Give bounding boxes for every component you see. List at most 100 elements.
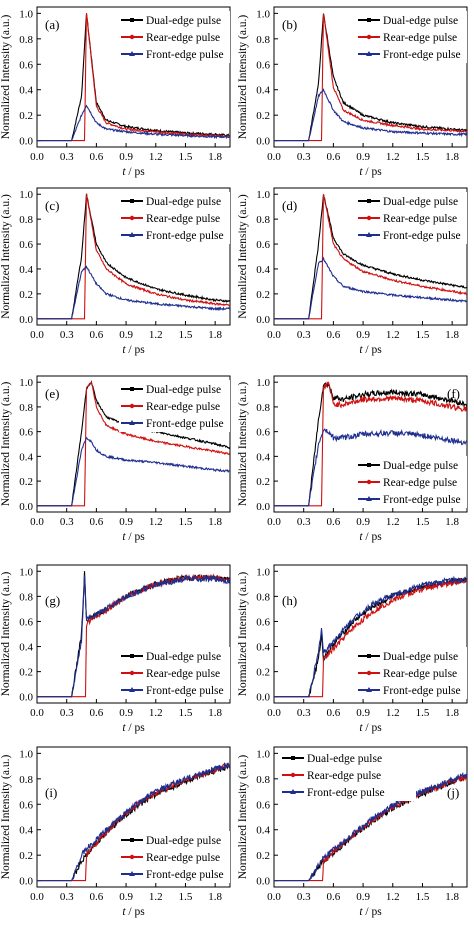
legend-label: Dual-edge pulse <box>146 15 221 27</box>
x-tick-label: 0.0 <box>30 329 44 341</box>
x-tick-label: 0.9 <box>356 891 370 903</box>
legend-label: Front-edge pulse <box>383 494 461 506</box>
x-tick-label: 0.3 <box>60 516 74 528</box>
x-tick-label: 1.2 <box>386 891 400 903</box>
x-tick-label: 1.2 <box>386 151 400 163</box>
legend-marker <box>290 772 296 778</box>
x-tick-label: 1.5 <box>416 891 430 903</box>
chart-panel: 0.0 0.3 0.6 0.9 1.2 1.5 1.8 0.0 0.2 0.4 0.6 0.8 1.0 t… <box>0 746 231 918</box>
y-axis-label: Normalized Intensity (a.u.) <box>237 382 249 507</box>
x-axis-label: t / ps <box>359 906 382 918</box>
plot-frame <box>273 746 468 888</box>
legend-marker <box>291 756 295 760</box>
y-tick-label: 0.8 <box>256 774 270 786</box>
y-tick-label: 1.0 <box>19 377 33 389</box>
x-tick-label: 0.3 <box>297 891 311 903</box>
panel-label: (d) <box>282 198 297 213</box>
legend-marker <box>366 34 372 40</box>
y-tick-label: 0.0 <box>256 876 270 888</box>
x-tick-label: 0.6 <box>90 516 104 528</box>
y-tick-label: 0.0 <box>19 501 33 513</box>
legend-marker <box>290 789 296 794</box>
series-line <box>37 436 230 507</box>
y-tick-label: 0.4 <box>256 642 270 654</box>
y-axis-label: Normalized Intensity (a.u.) <box>0 15 12 140</box>
legend: Dual-edge pulse Rear-edge pulse Front-edge… <box>119 192 230 244</box>
x-tick-label: 1.5 <box>179 151 193 163</box>
chart-panel: 0.0 0.3 0.6 0.9 1.2 1.5 1.8 0.0 0.2 0.4 0.6 0.8 1.0 t… <box>0 6 231 178</box>
legend-marker <box>366 496 372 501</box>
y-tick-label: 0.4 <box>19 85 33 97</box>
legend-marker <box>366 687 372 692</box>
y-tick-label: 0.2 <box>256 110 270 122</box>
x-axis-label: t / ps <box>122 906 145 918</box>
y-tick-label: 0.6 <box>256 799 270 811</box>
legend-label: Rear-edge pulse <box>383 32 457 44</box>
legend-marker <box>129 232 135 237</box>
x-tick-label: 0.0 <box>267 891 281 903</box>
plot-frame <box>273 564 468 704</box>
x-tick-label: 1.8 <box>208 329 222 341</box>
x-axis-label: t / ps <box>359 531 382 543</box>
legend-marker <box>129 403 135 409</box>
legend-marker <box>129 670 135 676</box>
y-tick-label: 0.0 <box>256 501 270 513</box>
legend-label: Dual-edge pulse <box>146 651 221 663</box>
legend-marker <box>129 420 135 425</box>
x-tick-label: 0.3 <box>60 329 74 341</box>
x-tick-label: 0.6 <box>327 516 341 528</box>
y-tick-label: 0.6 <box>256 239 270 251</box>
x-tick-label: 0.9 <box>356 329 370 341</box>
x-tick-label: 1.8 <box>445 891 459 903</box>
chart-panel: 0.0 0.3 0.6 0.9 1.2 1.5 1.8 0.0 0.2 0.4 0.6 0.8 1.0 t… <box>0 187 231 356</box>
y-axis-label: Normalized Intensity (a.u.) <box>0 572 12 697</box>
y-axis-label: Normalized Intensity (a.u.) <box>237 755 249 880</box>
x-tick-label: 1.8 <box>445 329 459 341</box>
x-tick-label: 0.6 <box>327 329 341 341</box>
legend: Dual-edge pulse Rear-edge pulse Front-edge… <box>119 647 230 699</box>
x-tick-label: 0.9 <box>356 151 370 163</box>
y-axis-label: Normalized Intensity (a.u.) <box>0 755 12 880</box>
x-tick-label: 0.6 <box>90 151 104 163</box>
y-tick-label: 1.0 <box>19 8 33 20</box>
plot-frame <box>273 375 468 513</box>
y-tick-label: 0.2 <box>256 289 270 301</box>
y-tick-label: 0.2 <box>19 476 33 488</box>
y-tick-label: 0.2 <box>256 850 270 862</box>
plot-frame <box>36 746 231 888</box>
x-tick-label: 1.5 <box>416 329 430 341</box>
legend-label: Rear-edge pulse <box>383 668 457 680</box>
x-tick-label: 1.5 <box>179 516 193 528</box>
legend-marker <box>130 199 134 203</box>
y-tick-label: 0.8 <box>19 402 33 414</box>
x-tick-label: 1.2 <box>386 329 400 341</box>
chart-panel: 0.0 0.3 0.6 0.9 1.2 1.5 1.8 0.0 0.2 0.4 0.6 0.8 1.0 t… <box>237 746 468 918</box>
panel-label: (b) <box>282 17 297 32</box>
y-tick-label: 0.6 <box>19 427 33 439</box>
legend-marker <box>130 654 134 658</box>
panel-label: (g) <box>45 593 60 608</box>
x-tick-label: 0.3 <box>60 891 74 903</box>
x-tick-label: 0.9 <box>119 707 133 719</box>
panel-label: (c) <box>45 198 59 213</box>
legend-marker <box>130 387 134 391</box>
series-line <box>37 574 230 698</box>
x-tick-label: 0.0 <box>267 707 281 719</box>
x-tick-label: 0.0 <box>30 151 44 163</box>
legend-label: Front-edge pulse <box>383 49 461 61</box>
x-tick-label: 1.8 <box>445 707 459 719</box>
x-axis-label: t / ps <box>122 722 145 734</box>
chart-panel: 0.0 0.3 0.6 0.9 1.2 1.5 1.8 0.0 0.2 0.4 0.6 0.8 1.0 t… <box>0 564 231 734</box>
y-tick-label: 0.2 <box>19 289 33 301</box>
legend-marker <box>129 215 135 221</box>
panel-label: (i) <box>45 785 57 800</box>
x-tick-label: 1.8 <box>445 516 459 528</box>
legend-label: Rear-edge pulse <box>383 213 457 225</box>
series-line <box>37 265 230 320</box>
legend-label: Front-edge pulse <box>146 49 224 61</box>
y-tick-label: 0.0 <box>19 692 33 704</box>
chart-panel: 0.0 0.3 0.6 0.9 1.2 1.5 1.8 0.0 0.2 0.4 0.6 0.8 1.0 t… <box>0 375 231 543</box>
y-tick-label: 1.0 <box>256 377 270 389</box>
y-tick-label: 1.0 <box>19 189 33 201</box>
y-tick-label: 0.8 <box>19 774 33 786</box>
